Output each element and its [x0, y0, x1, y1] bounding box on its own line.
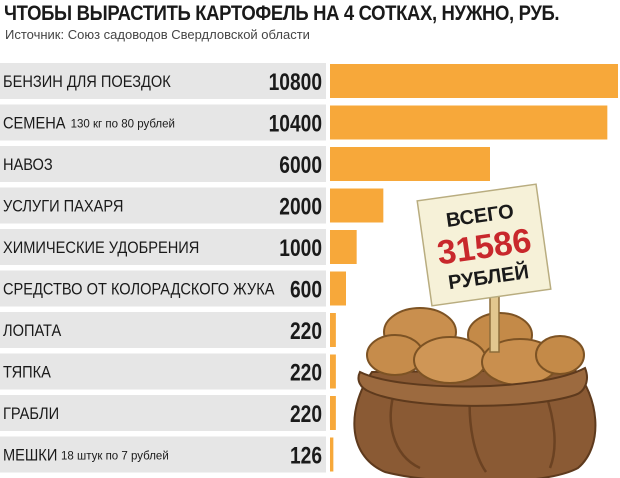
value-label: 600 — [290, 275, 322, 303]
value-label: 220 — [290, 317, 322, 345]
category-label: УСЛУГИ ПАХАРЯ — [3, 198, 123, 216]
chart-source: Источник: Союз садоводов Свердловской об… — [5, 27, 310, 42]
category-label: ЛОПАТА — [3, 322, 62, 340]
value-label: 6000 — [279, 151, 322, 179]
category-note: 130 кг по 80 рублей — [71, 119, 175, 131]
bar — [330, 354, 336, 389]
value-label: 1000 — [279, 234, 322, 262]
row-band — [0, 312, 326, 348]
bar — [330, 147, 490, 181]
category-label: СЕМЕНА — [3, 115, 66, 133]
value-label: 10400 — [269, 109, 322, 137]
value-label: 126 — [290, 441, 322, 469]
category-label: СРЕДСТВО ОТ КОЛОРАДСКОГО ЖУКА — [3, 281, 275, 299]
bar — [330, 230, 357, 264]
value-label: 10800 — [269, 68, 322, 96]
row-band — [0, 146, 326, 182]
category-label: МЕШКИ — [3, 447, 57, 465]
category-label: ГРАБЛИ — [3, 405, 59, 423]
value-label: 2000 — [279, 192, 322, 220]
bar — [330, 396, 336, 430]
sack-rim — [357, 366, 588, 407]
bar — [330, 271, 346, 306]
row-band — [0, 395, 326, 431]
row-band — [0, 270, 326, 307]
bar — [330, 313, 336, 347]
bar — [330, 188, 384, 223]
bar — [330, 437, 334, 472]
bar — [330, 105, 608, 140]
total-sign: ВСЕГО 31586 РУБЛЕЙ — [416, 183, 552, 353]
row-band — [0, 63, 326, 99]
row-band — [0, 353, 326, 390]
value-label: 220 — [290, 400, 322, 428]
potato — [413, 336, 487, 384]
category-label: НАВОЗ — [3, 156, 53, 174]
row-band — [0, 187, 326, 224]
category-note: 18 штук по 7 рублей — [61, 451, 169, 463]
potato — [535, 335, 585, 375]
category-label: ХИМИЧЕСКИЕ УДОБРЕНИЯ — [3, 239, 199, 257]
value-label: 220 — [290, 358, 322, 386]
bar — [330, 64, 618, 98]
category-label: БЕНЗИН ДЛЯ ПОЕЗДОК — [3, 73, 172, 91]
chart-title: ЧТОБЫ ВЫРАСТИТЬ КАРТОФЕЛЬ НА 4 СОТКАХ, Н… — [4, 2, 560, 25]
row-band — [0, 436, 326, 473]
category-label: ТЯПКА — [3, 364, 51, 382]
row-band — [0, 229, 326, 265]
sign-board — [416, 183, 552, 307]
row-band — [0, 104, 326, 141]
potato-sack-illustration — [353, 307, 597, 478]
